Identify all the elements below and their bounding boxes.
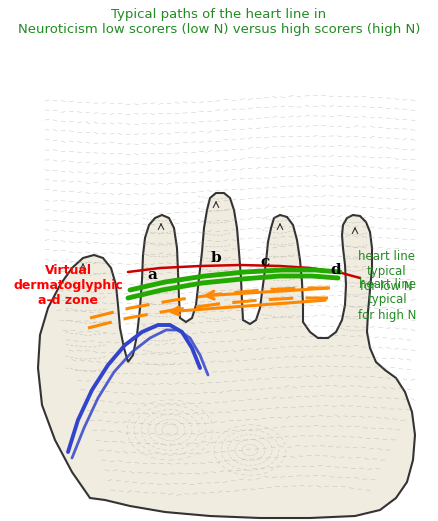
Text: d: d [330, 263, 340, 277]
Text: c: c [260, 255, 269, 269]
Text: Typical paths of the heart line in
Neuroticism low scorers (low N) versus high s: Typical paths of the heart line in Neuro… [18, 8, 419, 36]
Text: heart line
typical
for low N: heart line typical for low N [357, 251, 414, 293]
Polygon shape [38, 193, 414, 518]
Text: heart line
typical
for high N: heart line typical for high N [357, 279, 415, 321]
Text: Virtual
dermatoglyphic
a-d zone: Virtual dermatoglyphic a-d zone [13, 264, 123, 306]
Text: b: b [210, 251, 221, 265]
Text: a: a [147, 268, 156, 282]
